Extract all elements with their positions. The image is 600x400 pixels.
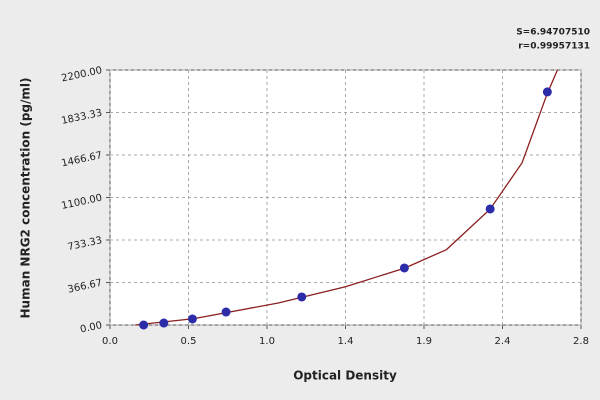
fit-curve (135, 69, 559, 326)
x-tick-label: 1.4 (338, 336, 354, 347)
data-point (221, 307, 231, 317)
x-tick-label: 1.0 (259, 336, 275, 347)
y-tick-label: 1466.67 (61, 150, 104, 169)
data-point (485, 204, 495, 214)
data-point (297, 292, 307, 302)
x-tick-label: 2.4 (495, 336, 511, 347)
annotation: r=0.99957131 (518, 42, 590, 52)
y-axis-label: Human NRG2 concentration (pg/ml) (19, 78, 33, 319)
x-tick-label: 0.5 (181, 336, 197, 347)
y-tick-label: 733.33 (67, 235, 104, 253)
data-point (187, 314, 197, 324)
x-tick-label: 0.0 (102, 336, 118, 347)
data-point (139, 320, 149, 330)
y-tick-label: 2200.00 (61, 65, 104, 84)
data-point (399, 263, 409, 273)
data-point (542, 87, 552, 97)
x-tick-label: 2.8 (573, 336, 589, 347)
annotation: S=6.94707510 (516, 28, 590, 38)
data-point (159, 318, 169, 328)
y-tick-label: 1833.33 (61, 108, 104, 127)
y-tick-label: 0.00 (79, 320, 103, 335)
x-axis-label: Optical Density (293, 369, 397, 383)
x-tick-label: 1.9 (416, 336, 432, 347)
y-tick-label: 1100.00 (61, 193, 104, 212)
y-tick-label: 366.67 (67, 278, 104, 296)
